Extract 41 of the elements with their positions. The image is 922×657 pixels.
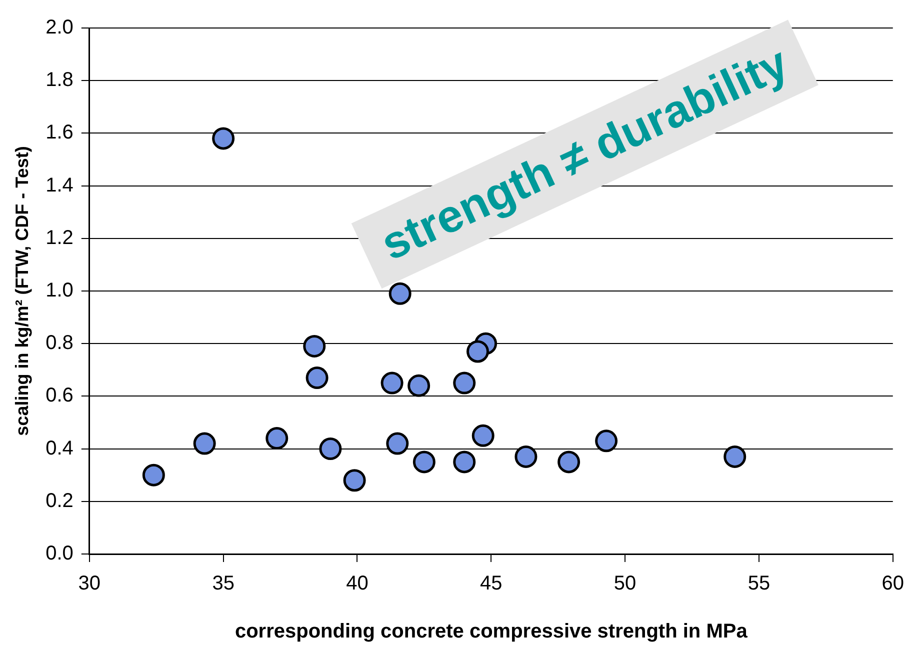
point bbox=[453, 372, 476, 394]
point bbox=[319, 438, 342, 460]
point bbox=[408, 374, 430, 397]
y-tick-label: 1.0 bbox=[46, 280, 74, 302]
point bbox=[472, 424, 494, 447]
point bbox=[380, 372, 404, 394]
point bbox=[466, 340, 489, 363]
x-tick-label: 50 bbox=[614, 572, 636, 595]
point bbox=[514, 445, 538, 468]
point bbox=[558, 450, 580, 474]
point bbox=[388, 282, 412, 305]
x-tick-label: 60 bbox=[882, 572, 904, 595]
y-tick-label: 1.2 bbox=[46, 226, 74, 249]
point bbox=[412, 450, 436, 474]
point bbox=[266, 427, 288, 450]
y-tick-label: 2.0 bbox=[46, 16, 74, 39]
point bbox=[386, 432, 409, 455]
point bbox=[303, 334, 326, 358]
y-tick-label: 0.8 bbox=[46, 332, 74, 354]
point bbox=[595, 430, 618, 452]
point bbox=[724, 445, 746, 468]
point bbox=[306, 366, 328, 390]
x-tick-label: 30 bbox=[78, 572, 101, 595]
x-tick-label: 55 bbox=[748, 572, 770, 595]
point bbox=[193, 432, 216, 455]
point bbox=[343, 469, 366, 492]
y-tick-label: 1.6 bbox=[46, 122, 74, 144]
x-tick-label: 35 bbox=[212, 572, 234, 595]
y-tick-label: 1.4 bbox=[46, 174, 74, 196]
x-tick-label: 45 bbox=[480, 572, 502, 595]
x-tick-label: 40 bbox=[346, 572, 368, 595]
y-tick-label: 0.0 bbox=[46, 542, 74, 565]
y-tick-label: 1.8 bbox=[46, 69, 74, 92]
point bbox=[453, 450, 476, 474]
y-axis-title: scaling in kg/m² (FTW, CDF - Test) bbox=[12, 146, 32, 436]
y-tick-label: 0.2 bbox=[46, 490, 74, 512]
point bbox=[142, 464, 165, 486]
y-tick-label: 0.4 bbox=[46, 437, 74, 460]
point bbox=[212, 127, 235, 150]
y-tick-label: 0.6 bbox=[46, 384, 74, 407]
x-axis-title: corresponding concrete compressive strength in MPa bbox=[234, 620, 748, 643]
